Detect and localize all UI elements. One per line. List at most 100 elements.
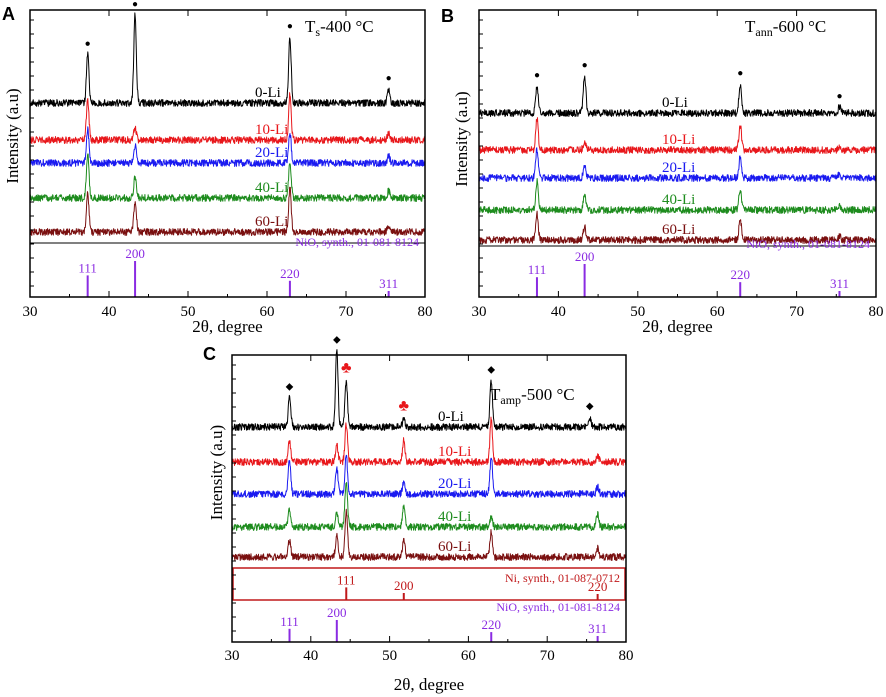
reference-hkl: 111 <box>528 262 547 277</box>
x-tick-label: 50 <box>630 304 645 320</box>
chart-panel-b: B Tann-600 °C 0-Li 10-Li 20-Li 40-Li 60-Li ● ● ● ●… <box>441 6 884 336</box>
x-tick-label: 50 <box>181 304 196 320</box>
series-line-10-li <box>478 117 877 154</box>
reference-hkl: 220 <box>280 266 300 281</box>
series-line-20-li <box>29 126 426 167</box>
peak-marker: ♣ <box>341 359 352 376</box>
title-main: T <box>305 17 316 36</box>
reference-box <box>232 567 626 601</box>
series-line-0-li <box>231 349 627 431</box>
title-subscript: amp <box>500 393 521 407</box>
panel-title: Ts-400 °C <box>305 17 374 39</box>
title-main: T <box>745 17 756 36</box>
reference-name: NiO, synth., 01-081-8124 <box>746 237 870 251</box>
panel-letter: A <box>2 4 15 24</box>
title-subscript: s <box>315 25 320 39</box>
series-line-20-li <box>478 147 877 182</box>
reference-hkl: 220 <box>730 267 750 282</box>
series-line-60-li <box>231 508 627 561</box>
series-label: 40-Li <box>662 192 695 208</box>
x-tick-label: 40 <box>551 304 566 320</box>
peak-marker: ● <box>582 60 588 71</box>
series-line-0-li <box>29 12 426 107</box>
reference-hkl: 311 <box>588 621 607 636</box>
peak-marker: ● <box>287 21 293 32</box>
series-line-20-li <box>231 454 627 498</box>
peak-marker: ◆ <box>487 364 495 375</box>
reference-name: NiO, synth., 01-081-8124 <box>496 600 620 614</box>
x-tick-label: 70 <box>789 304 804 320</box>
reference-hkl: 311 <box>379 276 398 291</box>
x-tick-label: 30 <box>23 304 38 320</box>
x-tick-label: 70 <box>339 304 354 320</box>
x-tick-label: 40 <box>303 648 318 664</box>
series-line-40-li <box>478 177 877 214</box>
series-line-0-li <box>478 75 877 117</box>
series-line-40-li <box>231 482 627 531</box>
x-tick-label: 30 <box>225 648 240 664</box>
reference-hkl: 200 <box>125 246 145 261</box>
series-line-60-li <box>29 186 426 236</box>
panel-letter: B <box>441 6 454 26</box>
reference-hkl: 311 <box>830 276 849 291</box>
peak-marker: ◆ <box>286 381 294 392</box>
series-label: 40-Li <box>255 180 288 196</box>
x-tick-label: 60 <box>260 304 275 320</box>
x-tick-label: 40 <box>102 304 117 320</box>
series-label: 20-Li <box>438 476 471 492</box>
title-main: T <box>490 385 501 404</box>
plot-frame <box>478 9 877 298</box>
title-rest: -500 °C <box>521 385 575 404</box>
series-label: 0-Li <box>438 409 464 425</box>
reference-hkl: 200 <box>394 578 414 593</box>
reference-hkl: 111 <box>78 260 97 275</box>
x-tick-label: 80 <box>418 304 433 320</box>
series-label: 60-Li <box>662 222 695 238</box>
peak-marker: ● <box>737 68 743 79</box>
series-label: 40-Li <box>438 509 471 525</box>
peak-marker: ♣ <box>399 398 410 415</box>
peak-marker: ● <box>836 91 842 102</box>
reference-hkl: 220 <box>588 579 608 594</box>
peak-marker: ● <box>534 70 540 81</box>
series-line-10-li <box>231 416 627 466</box>
chart-panel-a: A Ts-400 °C 0-Li 10-Li 20-Li 40-Li 60-Li ● ● ● ● Ni… <box>2 0 433 336</box>
peak-marker: ● <box>85 39 91 50</box>
series-label: 10-Li <box>438 444 471 460</box>
x-tick-label: 70 <box>540 648 555 664</box>
series-label: 60-Li <box>255 214 288 230</box>
series-label: 60-Li <box>438 539 471 555</box>
title-rest: -600 °C <box>773 17 827 36</box>
x-tick-label: 80 <box>619 648 634 664</box>
reference-hkl: 111 <box>337 572 356 587</box>
reference-hkl: 111 <box>280 614 299 629</box>
x-tick-label: 30 <box>472 304 487 320</box>
panel-letter: C <box>203 344 216 364</box>
x-tick-label: 60 <box>461 648 476 664</box>
series-line-60-li <box>478 210 877 244</box>
series-label: 10-Li <box>662 132 695 148</box>
reference-hkl: 220 <box>482 617 502 632</box>
title-rest: -400 °C <box>320 17 374 36</box>
series-label: 0-Li <box>255 85 281 101</box>
panel-title: Tann-600 °C <box>745 17 826 39</box>
series-label: 0-Li <box>662 95 688 111</box>
x-axis-label: 2θ, degree <box>192 317 262 336</box>
reference-hkl: 200 <box>575 249 595 264</box>
y-axis-label: Intensity (a.u) <box>207 425 226 520</box>
series-line-10-li <box>29 92 426 144</box>
x-tick-label: 80 <box>869 304 884 320</box>
x-tick-label: 50 <box>382 648 397 664</box>
series-line-40-li <box>29 153 426 202</box>
y-axis-label: Intensity (a.u) <box>3 88 22 183</box>
series-label: 20-Li <box>662 160 695 176</box>
y-axis-label: Intensity (a.u) <box>452 91 471 186</box>
series-label: 20-Li <box>255 145 288 161</box>
series-label: 10-Li <box>255 122 288 138</box>
reference-name: NiO, synth., 01-081-8124 <box>295 235 419 249</box>
chart-panel-c: C Tamp-500 °C 0-Li 10-Li 20-Li 40-Li 60-Li ◆ ◆ ♣ ♣… <box>203 335 634 695</box>
x-axis-label: 2θ, degree <box>394 675 464 694</box>
peak-marker: ● <box>386 73 392 84</box>
x-tick-label: 60 <box>710 304 725 320</box>
